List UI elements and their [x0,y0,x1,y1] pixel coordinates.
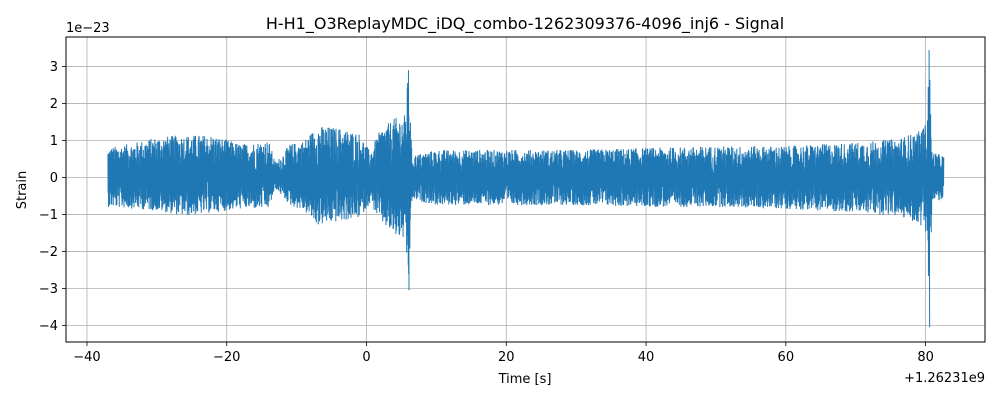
y-tick-label: 3 [50,60,58,75]
x-axis-label: Time [s] [498,372,552,387]
y-tick-label: −4 [39,319,58,334]
x-tick-label: 40 [638,350,655,365]
chart-title: H-H1_O3ReplayMDC_iDQ_combo-1262309376-40… [266,14,784,34]
y-tick-label: −2 [39,245,58,260]
y-scale-label: 1e−23 [66,21,110,36]
y-tick-label: 0 [50,171,58,186]
x-offset-label: +1.26231e9 [904,371,985,386]
axes-frame [65,36,986,343]
x-tick-label: 80 [917,350,934,365]
x-tick-label: 60 [778,350,795,365]
y-tick-label: −1 [39,208,58,223]
x-tick-label: 20 [498,350,515,365]
y-axis-ticks: −4 −3 −2 −1 0 1 2 3 [39,60,66,334]
y-tick-label: 1 [50,134,58,149]
x-tick-label: −40 [73,350,100,365]
x-tick-label: −20 [213,350,240,365]
y-tick-label: 2 [50,97,58,112]
grid [66,37,985,342]
y-tick-label: −3 [39,282,58,297]
plot-area [107,49,945,328]
x-tick-label: 0 [362,350,370,365]
x-axis-ticks: −40 −20 0 20 40 60 80 [73,342,934,365]
signal-line [107,49,945,328]
y-axis-label: Strain [15,171,30,210]
